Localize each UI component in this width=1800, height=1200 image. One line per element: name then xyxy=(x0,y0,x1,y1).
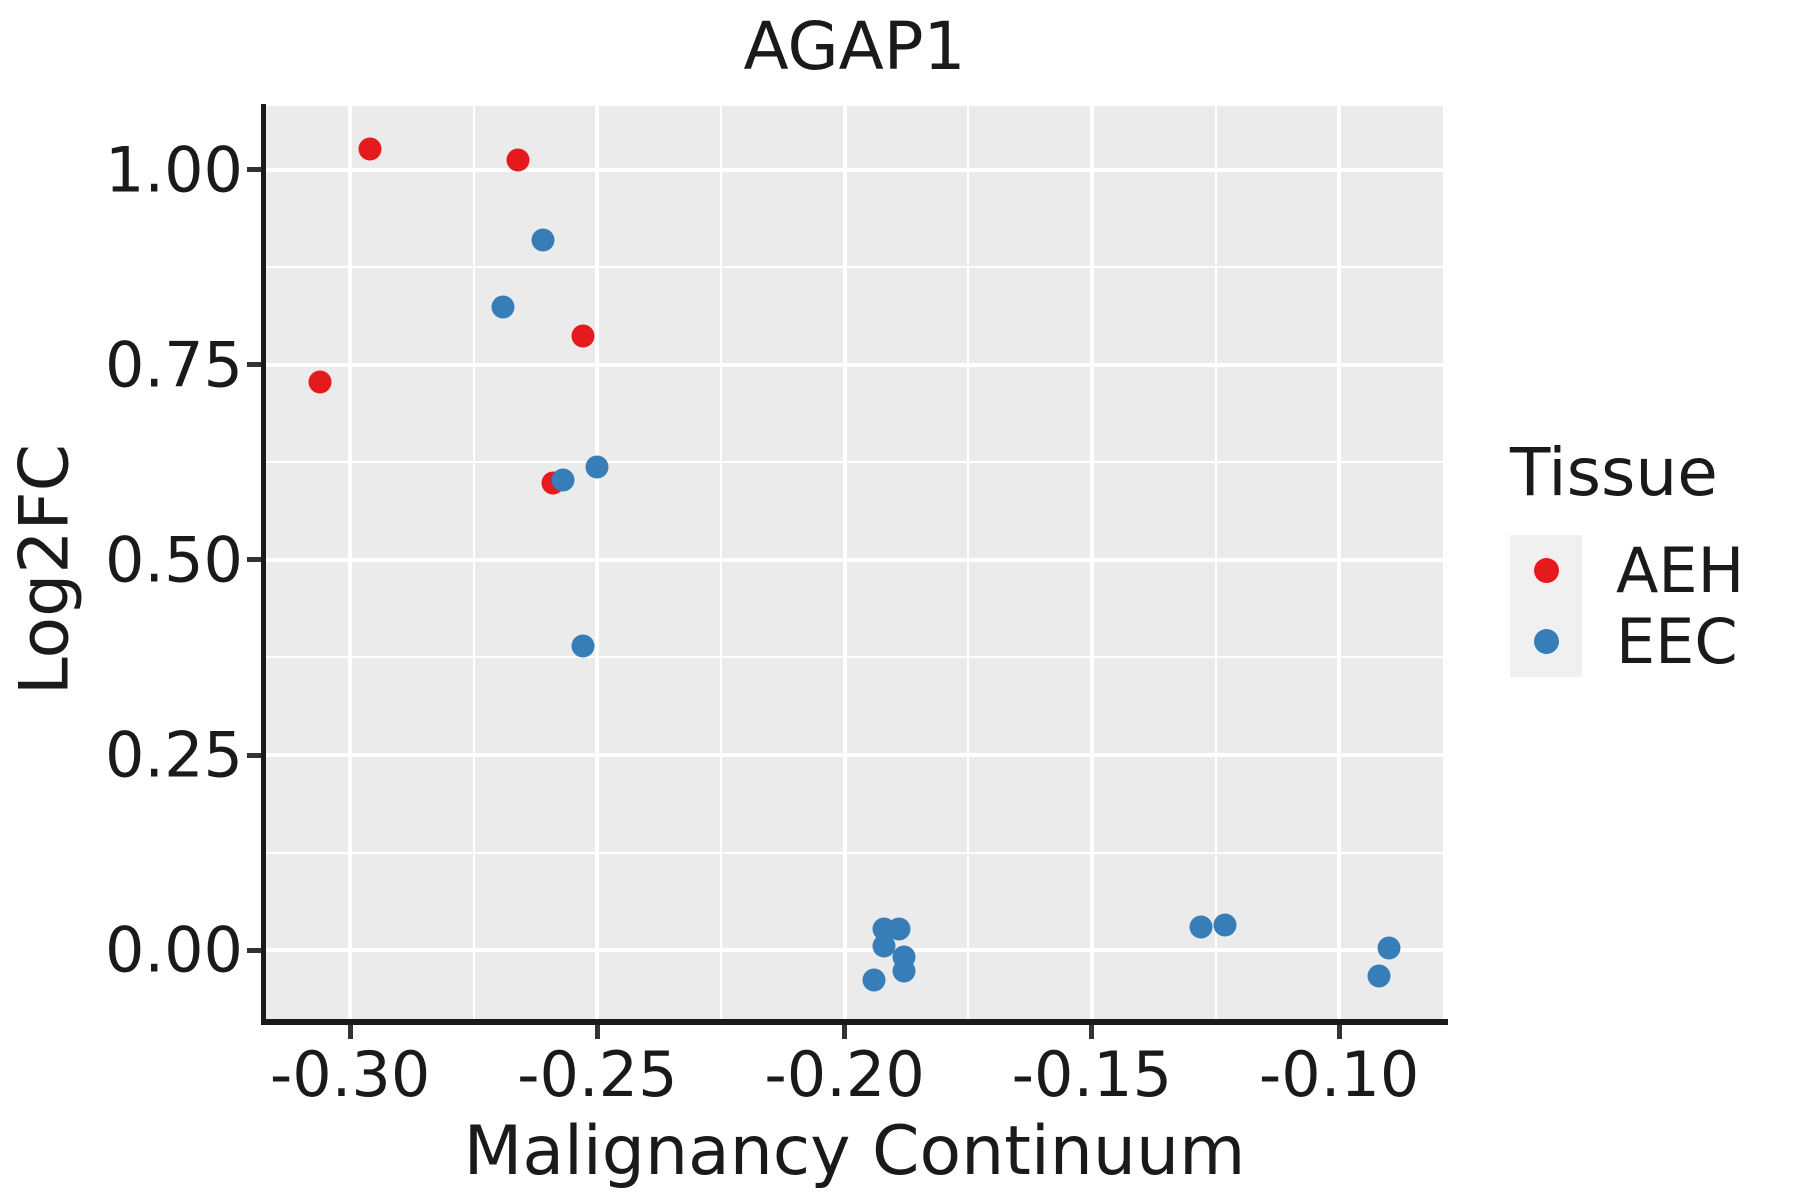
x-tick-mark xyxy=(1089,1025,1095,1039)
x-tick-label: -0.20 xyxy=(764,1038,925,1111)
legend-entry-eec: EEC xyxy=(1510,605,1744,679)
legend-entries: AEH EEC xyxy=(1510,534,1745,679)
data-point-eec xyxy=(531,228,555,252)
y-tick-mark xyxy=(247,557,261,563)
data-point-aeh xyxy=(571,324,594,348)
data-point-eec xyxy=(491,295,515,319)
x-tick-label: -0.30 xyxy=(269,1038,431,1111)
x-axis-line xyxy=(261,1019,1448,1025)
legend-key xyxy=(1510,606,1582,678)
data-point-eec xyxy=(1367,964,1391,988)
y-tick-label: 1.00 xyxy=(104,133,243,207)
x-tick-label: -0.10 xyxy=(1258,1038,1420,1111)
data-point-aeh xyxy=(308,370,332,394)
legend: Tissue AEH EEC xyxy=(1510,434,1745,679)
data-point-aeh xyxy=(358,137,382,161)
y-tick-label: 0.25 xyxy=(104,718,243,792)
data-point-eec xyxy=(872,934,896,958)
x-tick-mark xyxy=(594,1025,600,1039)
x-axis-title: Malignancy Continuum xyxy=(463,1112,1246,1191)
data-point-eec xyxy=(571,634,594,658)
legend-label: AEH xyxy=(1616,534,1745,608)
y-tick-label: 0.00 xyxy=(104,913,243,987)
x-minor-gridline xyxy=(472,106,475,1021)
data-point-eec xyxy=(551,468,575,492)
legend-key xyxy=(1510,535,1582,607)
x-tick-mark xyxy=(1336,1025,1342,1039)
x-major-gridline xyxy=(1337,106,1342,1021)
y-minor-gridline xyxy=(266,851,1443,854)
legend-entry-aeh: AEH xyxy=(1510,534,1745,608)
legend-dot-aeh-icon xyxy=(1533,558,1559,584)
data-point-eec xyxy=(1377,936,1401,960)
y-major-gridline xyxy=(266,557,1443,562)
x-minor-gridline xyxy=(719,106,722,1021)
x-minor-gridline xyxy=(967,106,970,1021)
y-tick-mark xyxy=(247,752,261,758)
data-point-eec xyxy=(585,455,609,479)
data-point-eec xyxy=(892,959,916,983)
plot-title: AGAP1 xyxy=(743,8,966,85)
y-minor-gridline xyxy=(266,656,1443,659)
y-tick-mark xyxy=(247,167,261,173)
y-tick-label: 0.75 xyxy=(104,328,243,402)
x-tick-mark xyxy=(842,1025,848,1039)
x-tick-label: -0.25 xyxy=(517,1038,678,1111)
data-point-eec xyxy=(887,917,911,941)
legend-title: Tissue xyxy=(1510,434,1718,511)
y-minor-gridline xyxy=(266,461,1443,464)
legend-dot-eec-icon xyxy=(1533,629,1559,655)
x-tick-mark xyxy=(347,1025,353,1039)
y-tick-label: 0.50 xyxy=(104,523,243,597)
x-major-gridline xyxy=(595,106,600,1021)
x-minor-gridline xyxy=(1214,106,1217,1021)
data-point-eec xyxy=(1189,915,1213,939)
y-major-gridline xyxy=(266,753,1443,757)
y-major-gridline xyxy=(266,948,1443,952)
data-point-aeh xyxy=(506,148,530,172)
data-point-eec xyxy=(1213,913,1237,937)
x-major-gridline xyxy=(842,106,847,1021)
legend-label: EEC xyxy=(1616,605,1738,679)
x-major-gridline xyxy=(1089,106,1094,1021)
data-point-eec xyxy=(862,968,886,992)
y-minor-gridline xyxy=(266,266,1443,269)
y-major-gridline xyxy=(266,362,1443,367)
y-major-gridline xyxy=(266,167,1443,172)
x-tick-label: -0.15 xyxy=(1011,1038,1173,1111)
y-tick-mark xyxy=(247,947,261,953)
x-major-gridline xyxy=(348,106,353,1021)
y-tick-mark xyxy=(247,362,261,368)
y-axis-line xyxy=(261,104,266,1024)
y-axis-title: Log2FC xyxy=(5,443,85,696)
plot-panel xyxy=(266,106,1443,1021)
